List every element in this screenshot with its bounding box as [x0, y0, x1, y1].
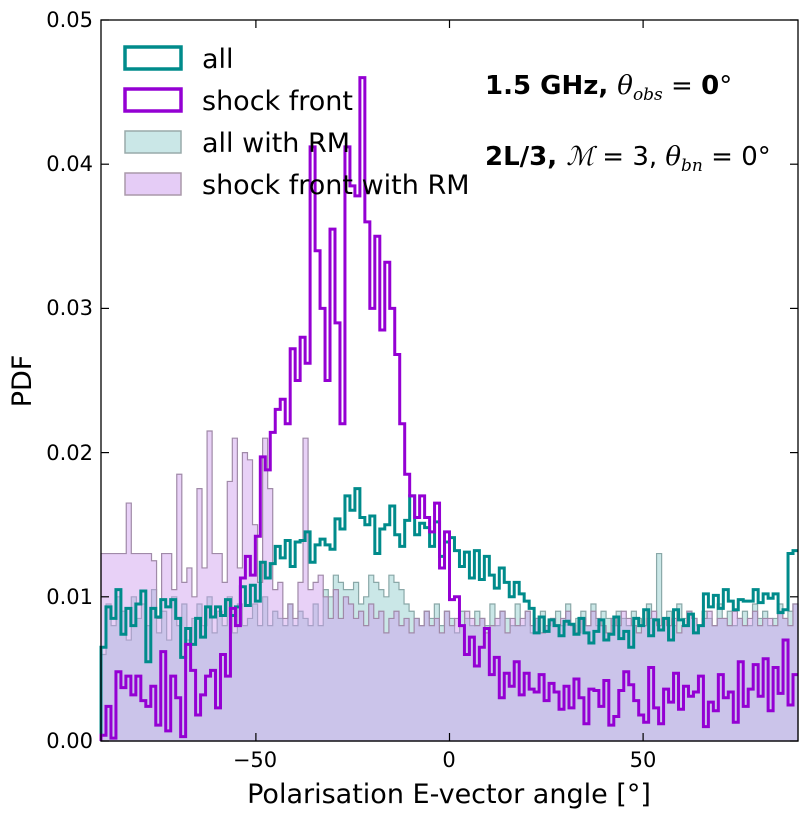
- legend-label: all: [202, 44, 234, 75]
- x-tick-labels: −50 0 50: [233, 748, 657, 772]
- y-axis-title: PDF: [7, 355, 38, 408]
- axis-ticks: [101, 19, 798, 742]
- legend-swatch-all-rm: [124, 130, 182, 154]
- x-tick-label: 0: [442, 748, 455, 772]
- x-tick-label: −50: [233, 748, 277, 772]
- series-all-with-rm: [100, 552, 799, 742]
- legend-label: shock front with RM: [202, 170, 470, 201]
- y-tick-label: 0.05: [46, 8, 93, 32]
- legend: all shock front all with RM shock front …: [123, 44, 470, 201]
- series-all: [99, 487, 798, 741]
- y-tick-label: 0.00: [46, 729, 93, 753]
- y-tick-label: 0.02: [46, 441, 93, 465]
- y-tick-label: 0.04: [46, 152, 93, 176]
- x-tick-label: 50: [630, 748, 657, 772]
- legend-label: all with RM: [202, 128, 350, 159]
- y-tick-labels: 0.00 0.01 0.02 0.03 0.04 0.05: [46, 8, 93, 753]
- x-axis-title: Polarisation E-vector angle [°]: [247, 779, 651, 810]
- annotation-frequency: 1.5 GHz, θobs = 0°: [485, 71, 732, 105]
- annotation-parameters: 2L/3, ℳ = 3, θbn = 0°: [485, 142, 771, 176]
- series-shock-front: [99, 76, 798, 741]
- y-tick-label: 0.03: [46, 296, 93, 320]
- legend-label: shock front: [202, 86, 353, 117]
- legend-swatch-all: [123, 45, 183, 71]
- legend-swatch-shock-front-rm: [124, 172, 182, 196]
- annotations: 1.5 GHz, θobs = 0° 2L/3, ℳ = 3, θbn = 0°: [485, 71, 771, 176]
- legend-swatch-shock-front: [123, 87, 183, 113]
- step-histograms: [99, 76, 798, 741]
- y-tick-label: 0.01: [46, 585, 93, 609]
